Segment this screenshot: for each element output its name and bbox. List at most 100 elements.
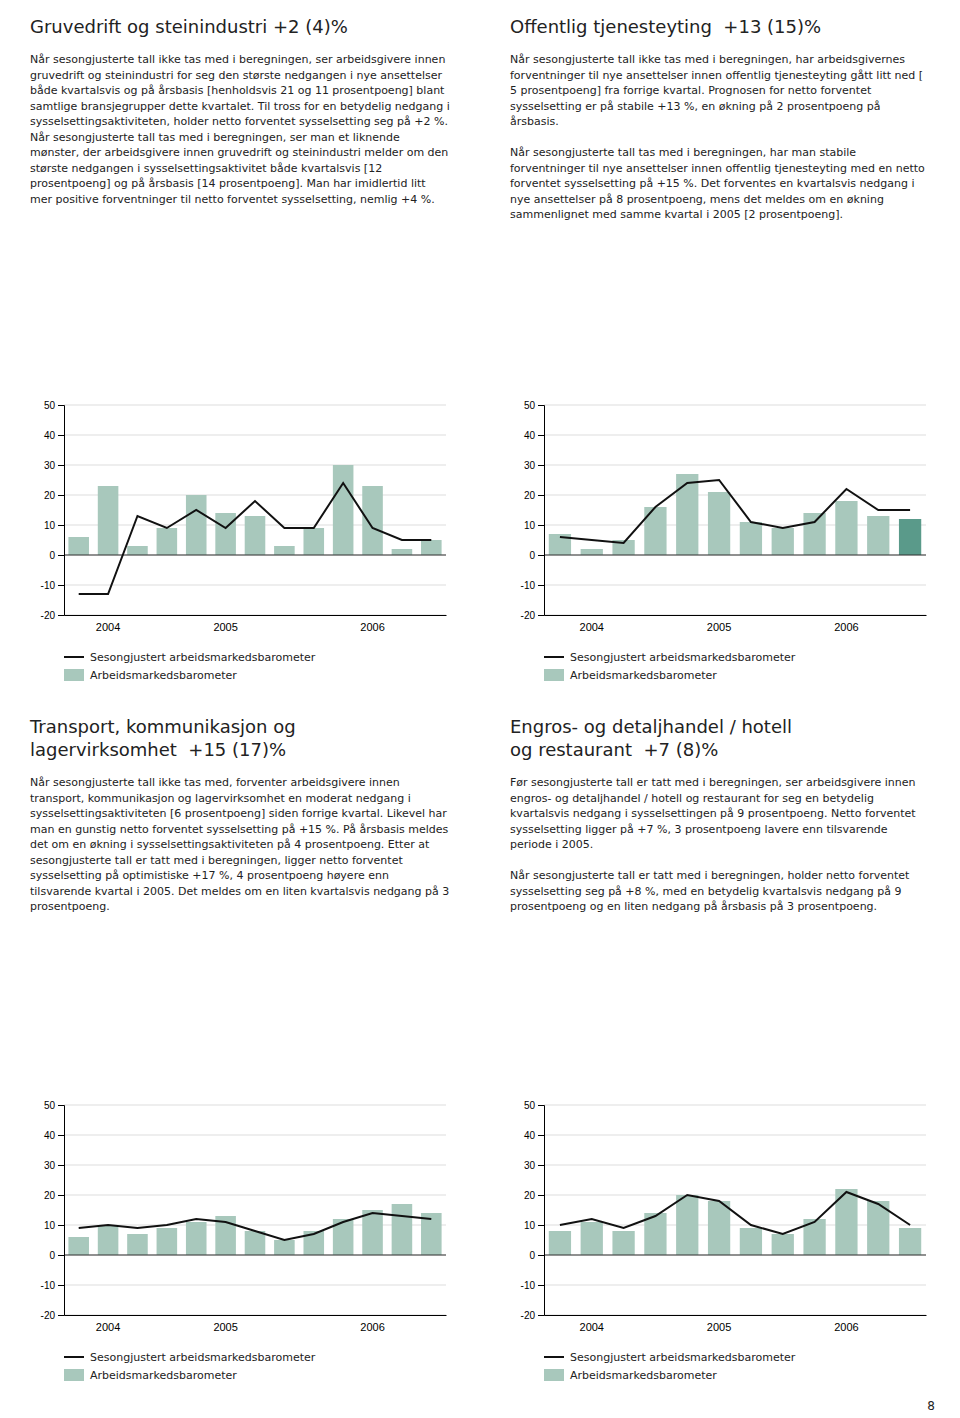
- y-tick-label: 10: [44, 520, 56, 531]
- bar: [612, 1231, 634, 1255]
- bar: [392, 1204, 413, 1255]
- grid-line: [64, 1135, 446, 1136]
- y-tick-label: 30: [44, 460, 56, 471]
- x-tick: 2006: [834, 615, 858, 633]
- legend-item: Arbeidsmarkedsbarometer: [544, 669, 717, 682]
- x-axis-line: [65, 1315, 447, 1316]
- panel-body: Når sesongjusterte tall ikke tas med i b…: [30, 53, 450, 206]
- x-axis-line: [65, 615, 447, 616]
- legend-item: Arbeidsmarkedsbarometer: [64, 1369, 237, 1382]
- y-tick-mark: [58, 1315, 64, 1316]
- marks: [68, 465, 441, 555]
- x-tick: 2004: [580, 1315, 604, 1333]
- y-tick: 40: [44, 430, 64, 441]
- grid-line: [64, 555, 446, 556]
- bar: [98, 1225, 119, 1255]
- grid-line: [64, 1315, 446, 1316]
- y-tick: 30: [44, 460, 64, 471]
- y-tick: 40: [44, 1130, 64, 1141]
- y-axis-line: [58, 406, 65, 616]
- y-tick: 20: [44, 490, 64, 501]
- y-tick-mark: [58, 435, 64, 436]
- bar: [127, 546, 148, 555]
- y-tick: 20: [44, 1190, 64, 1201]
- grid-line: [544, 1255, 926, 1256]
- panel-title: Offentlig tjenesteyting +13 (15)%: [510, 16, 821, 37]
- bar: [549, 1231, 571, 1255]
- legend-swatch: [64, 1356, 84, 1358]
- y-tick: -10: [41, 580, 64, 591]
- y-tick: 0: [529, 1250, 544, 1261]
- y-tick: 50: [44, 400, 64, 411]
- x-axis: 200420052006: [545, 1315, 927, 1333]
- y-tick-mark: [58, 1135, 64, 1136]
- bar: [867, 516, 889, 555]
- grid-line: [64, 1165, 446, 1166]
- zero-line: [544, 555, 926, 556]
- y-axis: -20-1001020304050: [521, 1100, 545, 1321]
- grid-line: [64, 465, 446, 466]
- y-tick-mark: [538, 555, 544, 556]
- grid-line: [64, 1195, 446, 1196]
- grid: [544, 405, 926, 615]
- bar: [68, 537, 89, 555]
- y-tick-label: 30: [524, 460, 536, 471]
- y-tick-mark: [58, 555, 64, 556]
- y-tick: -20: [41, 1310, 64, 1321]
- y-axis-line: [538, 406, 545, 616]
- x-tick: 2004: [580, 615, 604, 633]
- grid-line: [544, 555, 926, 556]
- y-tick: 50: [524, 400, 544, 411]
- y-tick-label: 50: [524, 400, 536, 411]
- y-tick-label: -20: [41, 1310, 56, 1321]
- grid-line: [64, 495, 446, 496]
- x-tick: 2006: [834, 1315, 858, 1333]
- panel: Gruvedrift og steinindustri +2 (4)%Når s…: [30, 16, 450, 682]
- legend-label: Arbeidsmarkedsbarometer: [90, 669, 237, 682]
- bar: [127, 1234, 148, 1255]
- y-tick-mark: [58, 1195, 64, 1196]
- marks: [68, 1204, 441, 1255]
- line: [560, 1192, 910, 1234]
- bar: [186, 1222, 207, 1255]
- x-tick: 2004: [96, 615, 120, 633]
- legend-swatch: [64, 669, 84, 681]
- grid-line: [544, 1105, 926, 1106]
- bar-series: [549, 1189, 921, 1255]
- legend-label: Arbeidsmarkedsbarometer: [90, 1369, 237, 1382]
- line: [79, 483, 432, 594]
- legend-item: Arbeidsmarkedsbarometer: [64, 669, 237, 682]
- y-tick-label: 20: [524, 1190, 536, 1201]
- bar: [392, 549, 413, 555]
- grid-line: [544, 1165, 926, 1166]
- panel-body: Før sesongjusterte tall er tatt med i be…: [510, 776, 916, 913]
- line: [79, 1213, 432, 1240]
- legend-item: Arbeidsmarkedsbarometer: [544, 1369, 717, 1382]
- x-tick: 2004: [96, 1315, 120, 1333]
- y-tick-mark: [538, 1105, 544, 1106]
- y-tick-mark: [58, 525, 64, 526]
- x-tick: 2006: [360, 615, 384, 633]
- y-tick-mark: [538, 1225, 544, 1226]
- marks: [549, 1189, 921, 1255]
- y-tick-mark: [58, 1285, 64, 1286]
- line-marks: [79, 483, 432, 594]
- y-tick-label: 40: [44, 430, 56, 441]
- y-tick: -20: [521, 610, 544, 621]
- grid-line: [544, 1135, 926, 1136]
- bar: [362, 1210, 383, 1255]
- x-tick-label: 2004: [580, 621, 604, 633]
- bar: [581, 1222, 603, 1255]
- bar-series: [68, 1204, 441, 1255]
- plot: -20-1001020304050200420052006: [521, 1100, 927, 1334]
- bar: [835, 501, 857, 555]
- y-tick-mark: [58, 585, 64, 586]
- x-axis: 200420052006: [545, 615, 927, 633]
- bar: [708, 492, 730, 555]
- y-tick-mark: [538, 585, 544, 586]
- y-tick: 20: [524, 490, 544, 501]
- legend-item: Sesongjustert arbeidsmarkedsbarometer: [544, 651, 796, 664]
- bar: [186, 495, 207, 555]
- bar: [157, 528, 178, 555]
- y-tick: 40: [524, 1130, 544, 1141]
